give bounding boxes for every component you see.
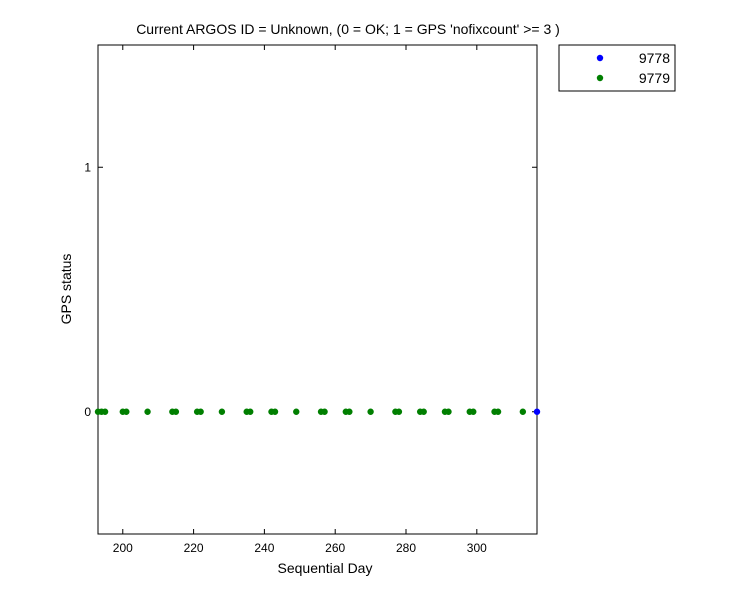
legend-box bbox=[558, 44, 676, 92]
data-point-9779 bbox=[172, 408, 180, 415]
y-axis: 01 bbox=[84, 160, 537, 419]
x-tick-label: 300 bbox=[467, 541, 487, 555]
data-point-9779 bbox=[271, 408, 279, 415]
data-point-9779 bbox=[218, 408, 226, 415]
data-point-9779 bbox=[367, 408, 374, 415]
data-points bbox=[94, 408, 541, 415]
legend-label-9778: 9778 bbox=[639, 50, 670, 66]
data-point-9779 bbox=[197, 408, 204, 415]
data-point-9779 bbox=[519, 408, 527, 415]
data-point-9779 bbox=[470, 408, 477, 415]
data-point-9779 bbox=[420, 408, 427, 415]
data-point-9779 bbox=[494, 408, 502, 415]
data-point-9779 bbox=[321, 408, 328, 415]
data-point-9779 bbox=[346, 408, 353, 415]
x-axis: 200 220 240 260 280 300 bbox=[113, 45, 487, 555]
data-point-9779 bbox=[395, 408, 403, 415]
data-point-9779 bbox=[293, 408, 300, 415]
y-tick-label: 0 bbox=[84, 405, 91, 419]
legend-marker-9779 bbox=[596, 74, 604, 82]
x-tick-label: 220 bbox=[184, 541, 204, 555]
data-point-9779 bbox=[247, 408, 254, 415]
x-tick-label: 240 bbox=[254, 541, 274, 555]
data-point-9779 bbox=[101, 408, 109, 415]
x-tick-label: 280 bbox=[396, 541, 416, 555]
data-point-9779 bbox=[123, 408, 130, 415]
legend-label-9779: 9779 bbox=[639, 70, 670, 86]
legend: 9778 9779 bbox=[558, 44, 676, 92]
y-axis-title: GPS status bbox=[58, 254, 74, 325]
chart-title: Current ARGOS ID = Unknown, (0 = OK; 1 =… bbox=[136, 21, 560, 37]
x-tick-label: 200 bbox=[113, 541, 133, 555]
x-axis-title: Sequential Day bbox=[278, 560, 373, 576]
data-point-9779 bbox=[144, 408, 151, 415]
x-tick-label: 260 bbox=[325, 541, 345, 555]
y-tick-label: 1 bbox=[84, 160, 91, 174]
data-point-9778 bbox=[533, 408, 541, 415]
data-point-9779 bbox=[445, 408, 452, 415]
plot-area-frame bbox=[97, 44, 538, 535]
legend-marker-9778 bbox=[596, 54, 604, 62]
